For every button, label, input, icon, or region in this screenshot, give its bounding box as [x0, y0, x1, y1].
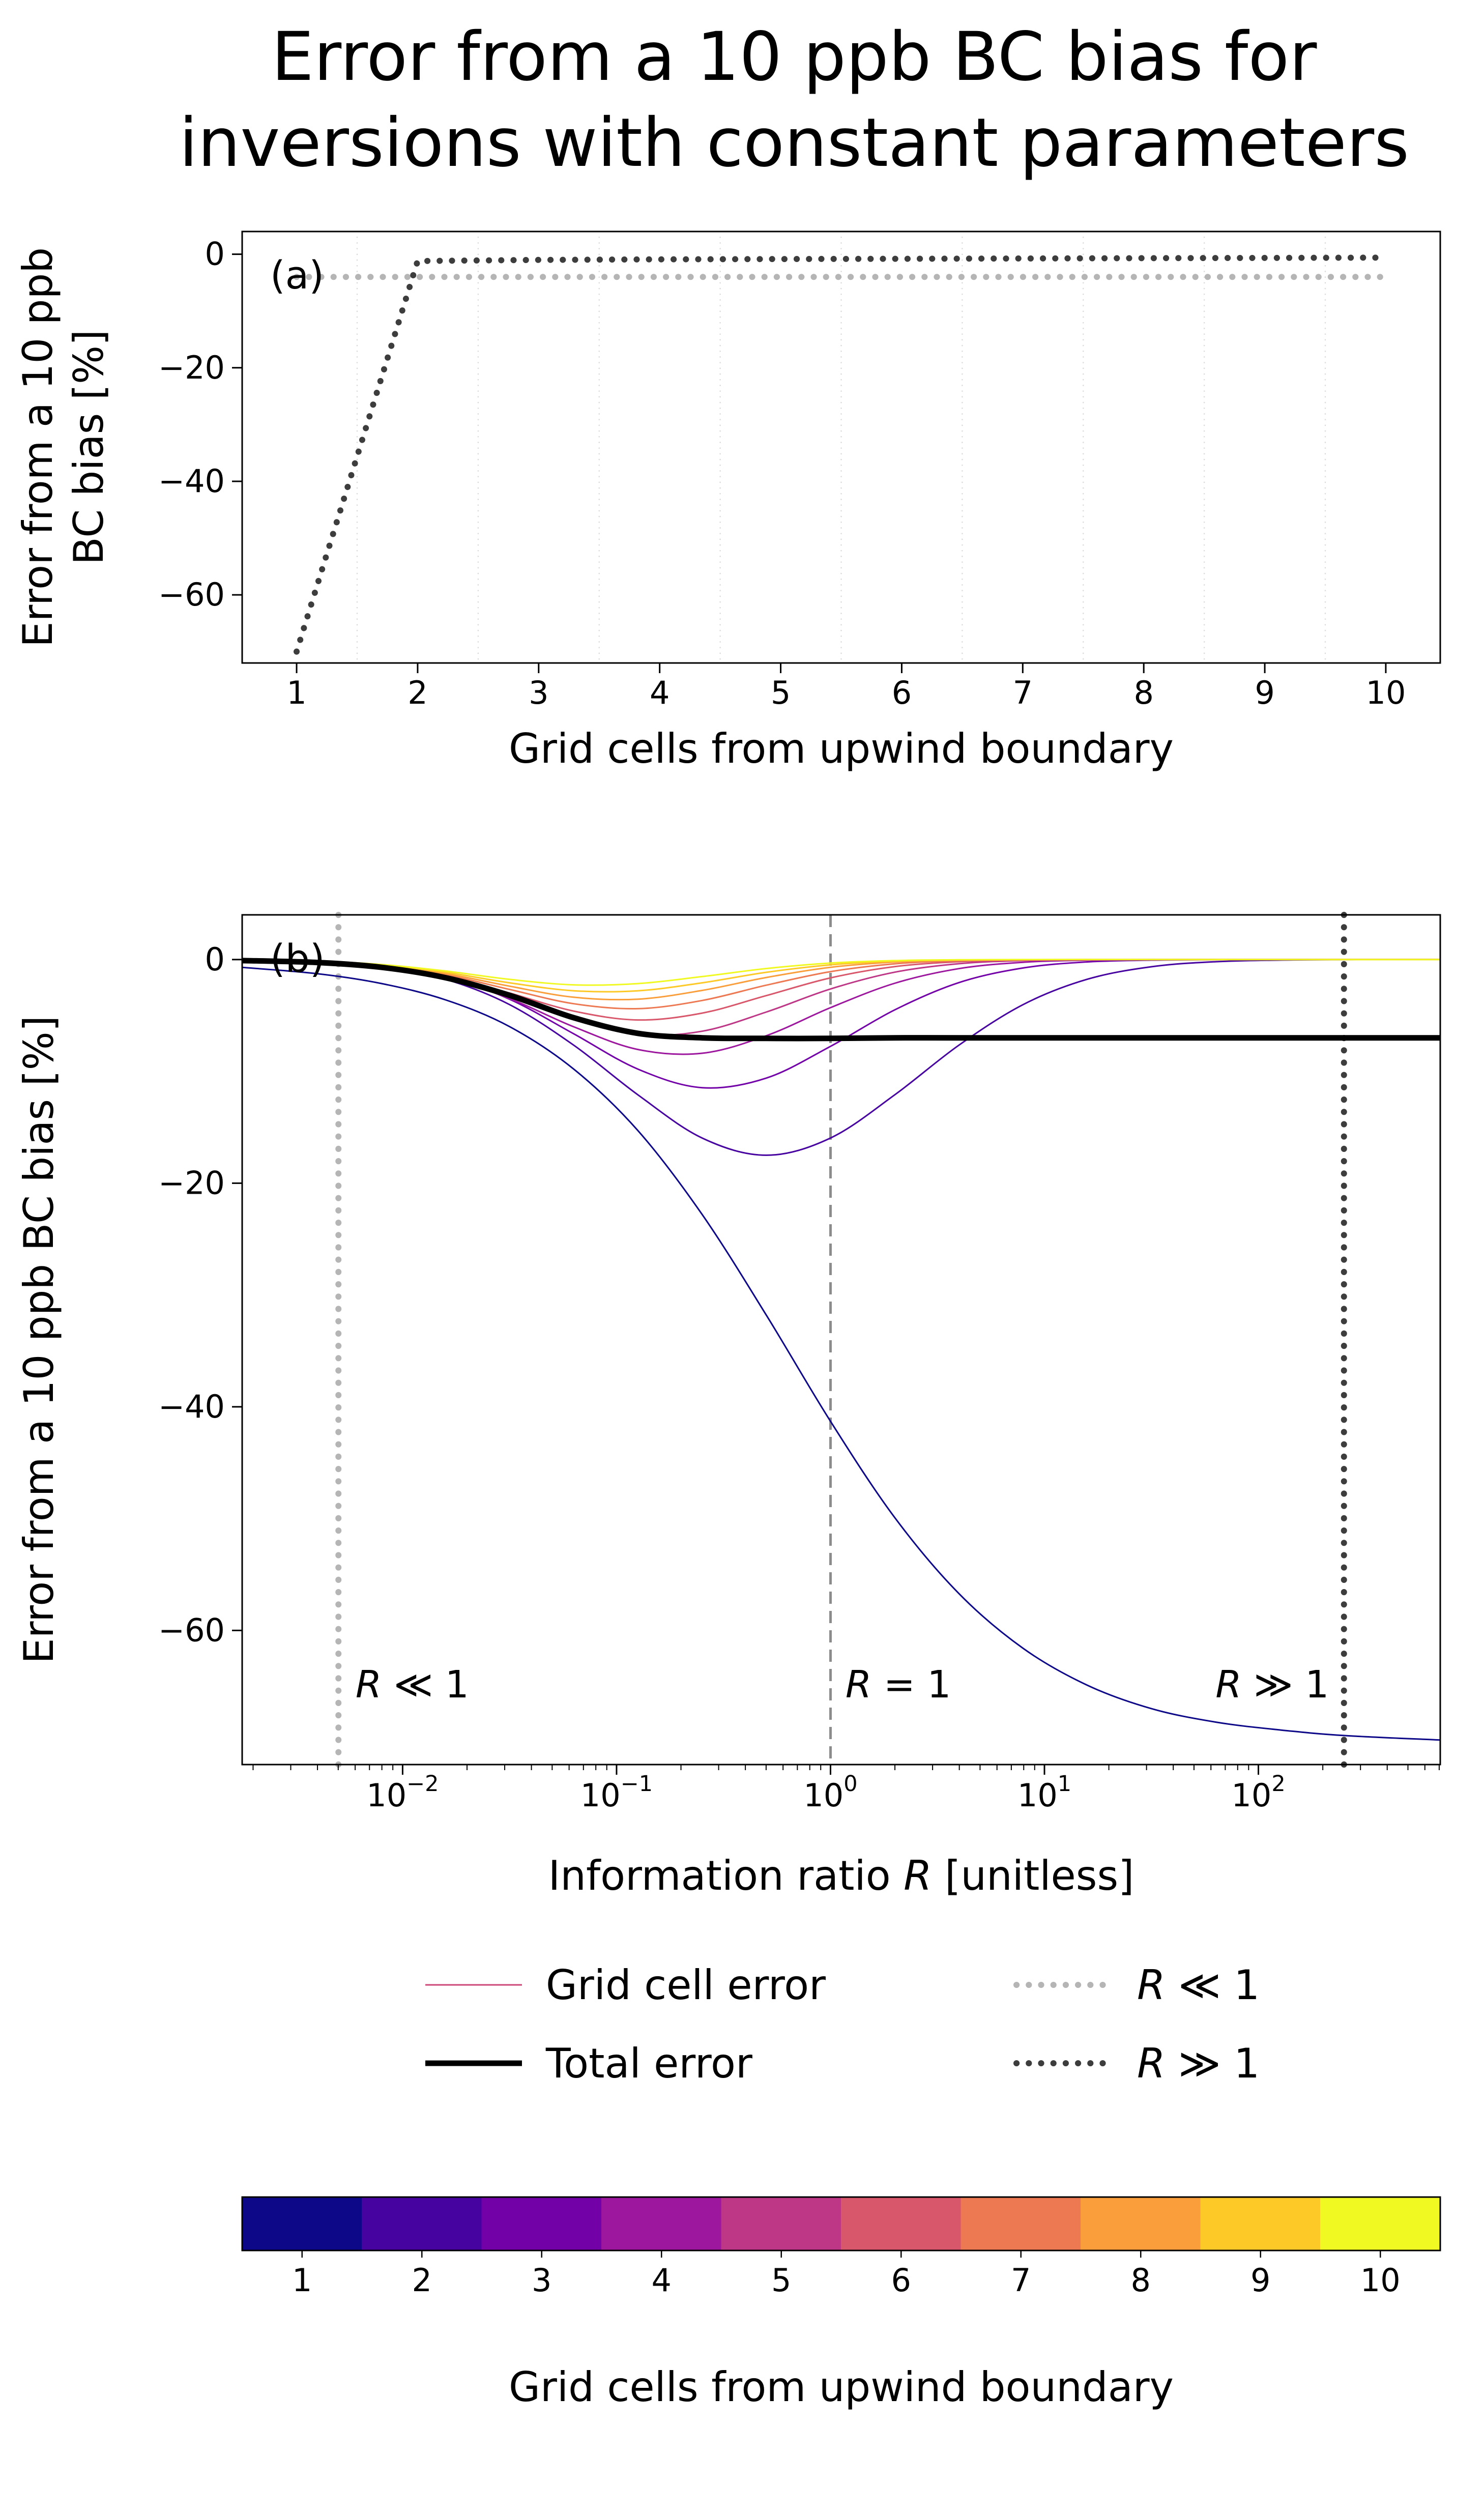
x-tick-label: 100	[803, 1771, 857, 1814]
colorbar-tick-label: 9	[1250, 2262, 1270, 2299]
annotation-R-≫-1: R ≫ 1	[1215, 1663, 1329, 1707]
series-grid-cell-2	[242, 959, 1440, 1156]
legend-line-sample	[1013, 1982, 1116, 1988]
colorbar-segment	[1200, 2197, 1321, 2250]
panel-b-ylabel: Error from a 10 ppb BC bias [%]	[15, 1016, 63, 1664]
colorbar-tick-label: 3	[532, 2262, 551, 2299]
series-R-≫-1	[294, 254, 1389, 655]
legend-label: Grid cell error	[545, 1961, 826, 2009]
panel-b-xlabel-post: [unitless]	[932, 1852, 1134, 1899]
colorbar: 1 2 3 4 5 6 7 8 9 10	[241, 2196, 1441, 2299]
colorbar-label: Grid cells from upwind boundary	[509, 2363, 1174, 2411]
colorbar-tick-label: 8	[1131, 2262, 1151, 2299]
panel-b-xlabel-pre: Information ratio	[548, 1852, 904, 1899]
colorbar-segment	[721, 2197, 841, 2250]
x-tick-label: 2	[408, 674, 427, 711]
panel-a-ylabel: Error from a 10 ppb BC bias [%]	[13, 232, 114, 663]
x-tick-label: 101	[1017, 1771, 1071, 1814]
colorbar-segment	[362, 2197, 482, 2250]
colorbar-tick-label: 1	[292, 2262, 312, 2299]
series-grid-cell-7	[242, 959, 1440, 1010]
colorbar-segment	[1081, 2197, 1201, 2250]
x-tick-label: 8	[1133, 674, 1153, 711]
figure-title-line2: inversions with constant parameters	[179, 103, 1409, 182]
colorbar-tick-label: 2	[412, 2262, 432, 2299]
x-tick-label: 102	[1231, 1771, 1285, 1814]
x-tick-label: 4	[650, 674, 670, 711]
x-tick-label: 1	[286, 674, 306, 711]
x-tick-label: 10−1	[580, 1771, 653, 1814]
colorbar-tick-label: 4	[652, 2262, 672, 2299]
panel-a-plot: 1 2 3 4 5 6 7 8 9 10 0 −20 −40 −60 (a)	[158, 230, 1441, 711]
axes-border	[241, 914, 1441, 1766]
legend-column: Grid cell error Total error	[423, 1956, 826, 2092]
series-grid-cell-1	[242, 966, 1440, 1741]
axes-border	[241, 230, 1441, 664]
y-tick-label: −20	[158, 349, 225, 386]
x-tick-label: 10−2	[366, 1771, 439, 1814]
legend-item: R ≪ 1	[1013, 1956, 1260, 2013]
annotation-R-≪-1: R ≪ 1	[356, 1663, 469, 1707]
legend-label: R ≫ 1	[1137, 2039, 1260, 2087]
series-Total-error	[242, 958, 1440, 1042]
x-tick-label: 3	[529, 674, 548, 711]
colorbar-segment	[961, 2197, 1081, 2250]
panel-label: (b)	[270, 936, 325, 981]
x-tick-label: 9	[1255, 674, 1274, 711]
annotation-R-=-1: R = 1	[846, 1663, 951, 1707]
x-tick-label: 6	[892, 674, 912, 711]
legend-label: R ≪ 1	[1137, 1961, 1260, 2009]
panel-a-xlabel: Grid cells from upwind boundary	[509, 725, 1174, 772]
legend-line-sample	[425, 2060, 522, 2066]
x-tick-label: 7	[1013, 674, 1033, 711]
colorbar-segment	[481, 2197, 602, 2250]
series-grid-cell-10	[242, 959, 1440, 986]
panel-b-xlabel: Information ratio R [unitless]	[242, 1852, 1440, 1899]
y-tick-label: −40	[158, 1388, 225, 1425]
colorbar-tick-label: 5	[771, 2262, 791, 2299]
legend-line-sample	[1013, 2060, 1116, 2066]
panel-b-xlabel-symbol: R	[904, 1852, 932, 1899]
series-group	[242, 958, 1440, 1741]
legend-item: Grid cell error	[423, 1956, 826, 2013]
legend-item: Total error	[423, 2035, 826, 2092]
colorbar-tick-label: 7	[1011, 2262, 1031, 2299]
colorbar-segment	[242, 2197, 362, 2250]
colorbar-border	[241, 2196, 1441, 2252]
colorbar-tick-label: 10	[1360, 2262, 1401, 2299]
colorbar-segment	[601, 2197, 722, 2250]
series-grid-cell-3	[242, 959, 1440, 1089]
figure-title: Error from a 10 ppb BC bias for inversio…	[104, 14, 1484, 186]
panel-label: (a)	[270, 252, 324, 298]
legend-label: Total error	[545, 2039, 752, 2087]
series-group	[294, 254, 1389, 655]
y-tick-label: 0	[205, 941, 225, 978]
y-tick-label: 0	[205, 236, 225, 273]
legend-column: R ≪ 1 R ≫ 1	[1013, 1956, 1260, 2092]
panel-b-plot: 10−2 10−1 100 101 102 0 −20 −40 −60 R ≪ 1 R = 1 R ≫…	[158, 912, 1441, 1814]
y-tick-label: −40	[158, 463, 225, 500]
colorbar-segment	[1320, 2197, 1441, 2250]
colorbar-tick-label: 6	[891, 2262, 911, 2299]
figure-title-line1: Error from a 10 ppb BC bias for	[271, 18, 1317, 96]
legend-item: R ≫ 1	[1013, 2035, 1260, 2092]
x-tick-label: 5	[771, 674, 791, 711]
y-tick-label: −20	[158, 1164, 225, 1201]
y-tick-label: −60	[158, 1611, 225, 1649]
x-tick-label: 10	[1366, 674, 1406, 711]
panel-a-ylabel-line2: BC bias [%]	[65, 329, 112, 565]
panel-a-ylabel-line1: Error from a 10 ppb	[14, 247, 62, 648]
y-tick-label: −60	[158, 576, 225, 613]
legend-line-sample	[425, 1984, 522, 1986]
colorbar-segment	[841, 2197, 962, 2250]
legend: Grid cell error Total error R ≪ 1 R ≫ 1	[242, 1956, 1440, 2092]
